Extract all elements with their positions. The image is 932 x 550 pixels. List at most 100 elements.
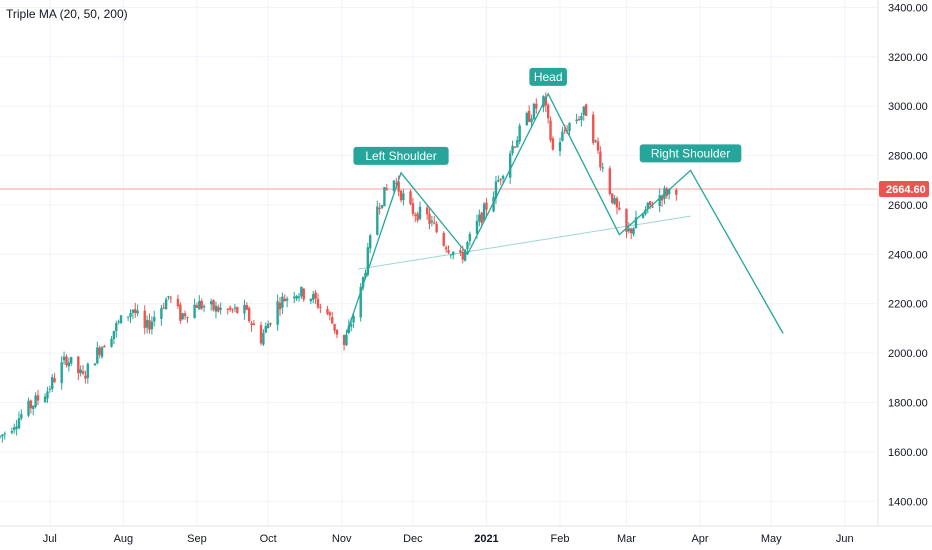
- candle-body: [452, 251, 455, 256]
- candle-body: [347, 325, 351, 333]
- candle-body: [219, 307, 222, 310]
- candle-body: [383, 186, 386, 207]
- y-tick-label: 3000.00: [888, 101, 928, 113]
- candle-body: [264, 326, 267, 333]
- candle-body: [0, 436, 2, 438]
- candle-body: [60, 362, 63, 384]
- indicator-legend[interactable]: Triple MA (20, 50, 200): [6, 7, 128, 21]
- pattern-path: [343, 92, 784, 341]
- candle-body: [110, 338, 113, 347]
- x-tick-label: May: [761, 533, 782, 545]
- candle-body: [518, 125, 521, 142]
- candle-body: [494, 181, 498, 199]
- candle-body: [428, 214, 431, 224]
- candle-body: [259, 325, 263, 344]
- candle-body: [449, 254, 453, 256]
- candle-body: [48, 388, 52, 390]
- candle-body: [525, 112, 528, 126]
- candle-body: [385, 188, 388, 190]
- candle-body: [179, 304, 182, 321]
- pattern-label-text: Left Shoulder: [365, 149, 436, 163]
- candle-body: [345, 334, 348, 346]
- candle-body: [228, 307, 232, 310]
- candle-body: [328, 312, 332, 316]
- candle-body: [150, 321, 154, 330]
- x-tick-label: Sep: [187, 533, 207, 545]
- candle-body: [51, 377, 54, 390]
- candle-body: [300, 286, 303, 297]
- y-tick-label: 1600.00: [888, 447, 928, 459]
- candle-body: [485, 202, 488, 210]
- candle-body: [103, 345, 106, 348]
- candle-body: [333, 323, 336, 331]
- candle-body: [145, 319, 149, 328]
- candle-body: [359, 287, 362, 318]
- candle-body: [402, 193, 405, 201]
- candle-body: [409, 191, 412, 205]
- candle-body: [501, 175, 505, 179]
- candle-body: [580, 115, 583, 121]
- candle-body: [98, 347, 101, 355]
- candle-body: [293, 296, 296, 299]
- candle-body: [126, 316, 130, 318]
- candle-body: [392, 180, 396, 191]
- candle-body: [551, 138, 555, 150]
- x-tick-label: Jun: [836, 533, 854, 545]
- candle-body: [214, 305, 218, 312]
- candle-body: [561, 131, 564, 141]
- candle-body: [380, 205, 384, 208]
- candle-body: [43, 396, 47, 403]
- candle-body: [198, 301, 201, 310]
- candle-body: [131, 309, 135, 313]
- candle-body: [613, 198, 616, 204]
- candle-body: [34, 395, 37, 407]
- candle-body: [252, 323, 256, 325]
- candle-body: [658, 195, 661, 207]
- candle-body: [482, 203, 486, 221]
- candle-body: [608, 168, 612, 194]
- candle-body: [549, 120, 552, 140]
- candle-body: [634, 217, 638, 229]
- candle-body: [447, 250, 450, 253]
- head-and-shoulders-pattern: [343, 92, 784, 341]
- candle-body: [29, 400, 33, 409]
- candle-body: [625, 208, 628, 233]
- candle-body: [442, 232, 445, 246]
- candle-body: [584, 104, 588, 116]
- candle-body: [186, 317, 189, 319]
- x-tick-label: 2021: [474, 533, 498, 545]
- y-tick-label: 2400.00: [888, 249, 928, 261]
- x-tick-label: Oct: [260, 533, 277, 545]
- pattern-label-box: [639, 144, 742, 163]
- candle-body: [414, 214, 417, 216]
- candle-body: [395, 182, 398, 184]
- candle-body: [499, 179, 502, 181]
- pattern-label-box: [353, 146, 449, 165]
- x-tick-label: Aug: [114, 533, 134, 545]
- candle-body: [148, 320, 151, 330]
- candle-body: [295, 295, 298, 299]
- pattern-label: Head: [529, 67, 567, 86]
- candle-body: [183, 313, 187, 317]
- candle-body: [594, 140, 597, 142]
- candle-body: [475, 220, 479, 234]
- candle-body: [459, 250, 462, 253]
- candle-body: [283, 298, 286, 302]
- candle-body: [544, 96, 547, 106]
- candle-body: [646, 202, 650, 210]
- time-axis[interactable]: Jul Aug Sep Oct Nov Dec 2021 Feb Mar Apr May Jun: [0, 525, 932, 545]
- candle-body: [278, 302, 282, 310]
- last-price-tag: [879, 181, 929, 198]
- candle-body: [350, 324, 353, 327]
- candle-body: [513, 146, 517, 148]
- y-tick-label: 1400.00: [888, 496, 928, 508]
- candle-body: [32, 405, 35, 409]
- pattern-label-text: Head: [534, 70, 563, 84]
- candle-body: [563, 130, 566, 132]
- candle-body: [143, 310, 146, 328]
- candle-body: [312, 294, 315, 300]
- candle-body: [611, 193, 614, 203]
- price-axis[interactable]: 1400.00 1600.00 1800.00 2000.00 2200.00 2400.…: [877, 0, 929, 526]
- candle-body: [193, 304, 196, 318]
